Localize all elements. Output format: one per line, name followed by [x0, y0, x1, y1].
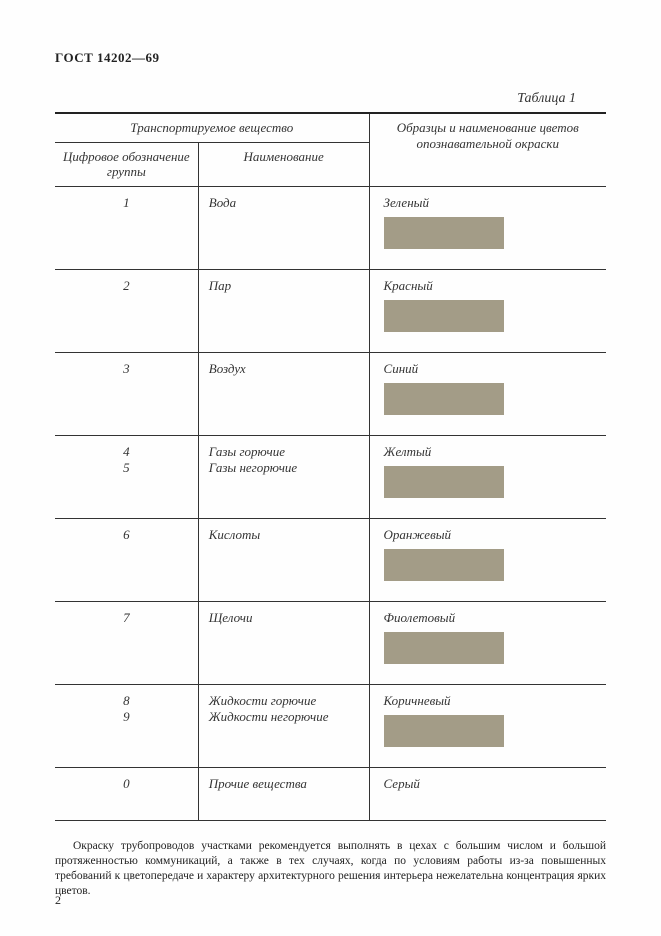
cell-color: Фиолетовый — [369, 601, 606, 684]
table-row: 45Газы горючиеГазы негорючие Желтый — [55, 435, 606, 518]
table-row: 3Воздух Синий — [55, 352, 606, 435]
color-table: Транспортируемое вещество Образцы и наим… — [55, 112, 606, 821]
cell-name: Щелочи — [198, 601, 369, 684]
cell-color: Зеленый — [369, 186, 606, 269]
cell-name: Прочие вещества — [198, 767, 369, 820]
cell-name: Газы горючиеГазы негорючие — [198, 435, 369, 518]
cell-name: Вода — [198, 186, 369, 269]
cell-name: Жидкости горючиеЖидкости негорючие — [198, 684, 369, 767]
cell-number: 0 — [55, 767, 198, 820]
table-row: 89Жидкости горючиеЖидкости негорючие Кори… — [55, 684, 606, 767]
cell-color: Оранжевый — [369, 518, 606, 601]
color-swatch — [384, 217, 504, 249]
color-swatch — [384, 715, 504, 747]
color-label: Синий — [384, 361, 592, 377]
table-row: 6Кислоты Оранжевый — [55, 518, 606, 601]
color-label: Коричневый — [384, 693, 592, 709]
table-body: 1Вода Зеленый 2Пар Красный 3Воздух Синий 45Газ… — [55, 186, 606, 820]
color-label: Красный — [384, 278, 592, 294]
table-row: 2Пар Красный — [55, 269, 606, 352]
cell-color: Желтый — [369, 435, 606, 518]
cell-name: Воздух — [198, 352, 369, 435]
color-label: Фиолетовый — [384, 610, 592, 626]
color-label: Серый — [384, 776, 592, 792]
table-head: Транспортируемое вещество Образцы и наим… — [55, 113, 606, 186]
header-row-1: Транспортируемое вещество Образцы и наим… — [55, 113, 606, 142]
cell-number: 6 — [55, 518, 198, 601]
cell-color: Красный — [369, 269, 606, 352]
header-span-substance: Транспортируемое вещество — [55, 113, 369, 142]
color-swatch — [384, 383, 504, 415]
cell-color: Коричневый — [369, 684, 606, 767]
table-row: 1Вода Зеленый — [55, 186, 606, 269]
document-page: ГОСТ 14202—69 Таблица 1 Транспортируемое… — [0, 0, 661, 936]
color-label: Зеленый — [384, 195, 592, 211]
header-col3: Образцы и наименование цветов опознавате… — [369, 113, 606, 186]
color-swatch — [384, 632, 504, 664]
cell-number: 7 — [55, 601, 198, 684]
cell-number: 1 — [55, 186, 198, 269]
cell-number: 45 — [55, 435, 198, 518]
color-swatch — [384, 300, 504, 332]
header-col2: Наименование — [198, 142, 369, 186]
cell-name: Пар — [198, 269, 369, 352]
cell-number: 89 — [55, 684, 198, 767]
color-swatch — [384, 466, 504, 498]
color-swatch — [384, 549, 504, 581]
body-paragraph: Окраску трубопроводов участками рекоменд… — [55, 839, 606, 899]
table-row: 0Прочие вещества Серый — [55, 767, 606, 820]
page-number: 2 — [55, 893, 61, 908]
cell-name: Кислоты — [198, 518, 369, 601]
cell-number: 3 — [55, 352, 198, 435]
doc-header: ГОСТ 14202—69 — [55, 50, 606, 66]
cell-color: Синий — [369, 352, 606, 435]
cell-color: Серый — [369, 767, 606, 820]
color-label: Оранжевый — [384, 527, 592, 543]
table-row: 7Щелочи Фиолетовый — [55, 601, 606, 684]
color-label: Желтый — [384, 444, 592, 460]
cell-number: 2 — [55, 269, 198, 352]
table-caption: Таблица 1 — [55, 91, 606, 107]
header-col1: Цифровое обозначение группы — [55, 142, 198, 186]
